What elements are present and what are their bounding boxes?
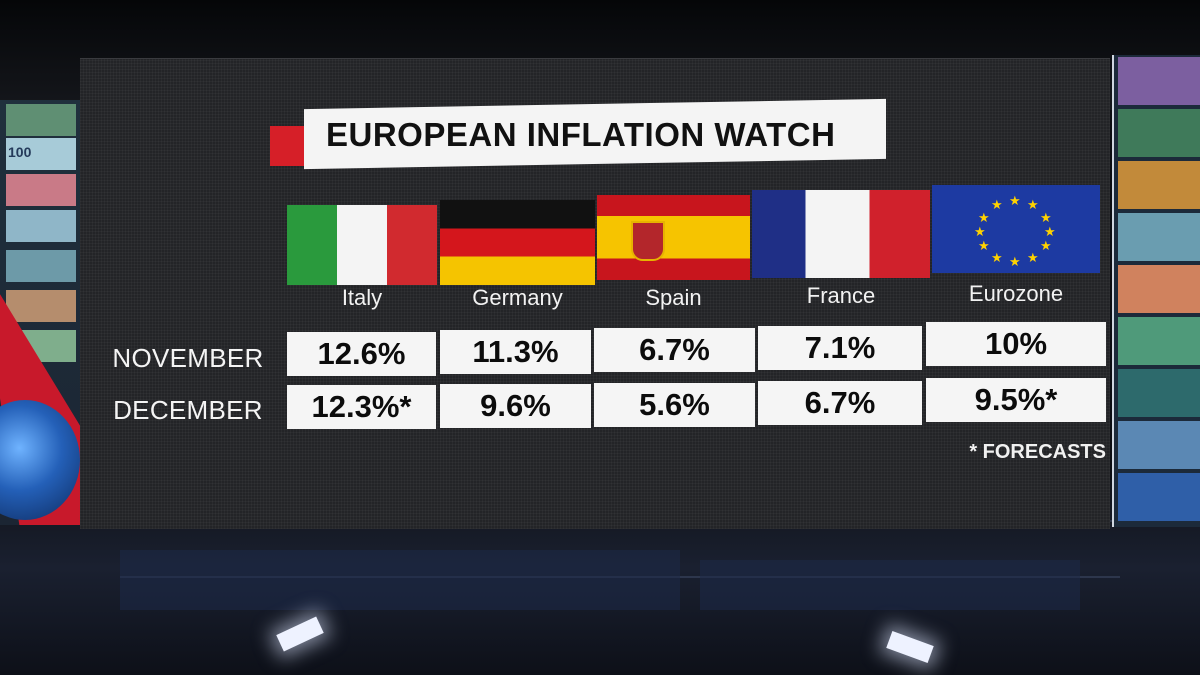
value-cell: 11.3% <box>440 330 591 374</box>
france-flag-icon <box>752 190 930 278</box>
star-icon: ★ <box>1009 254 1021 269</box>
art-panel <box>1118 473 1200 521</box>
banknote-image <box>6 250 76 282</box>
germany-flag-icon <box>440 200 595 285</box>
star-icon: ★ <box>974 224 986 239</box>
spain-flag-icon <box>597 195 750 280</box>
value-cell: 12.6% <box>287 332 436 376</box>
banknote-number: 100 <box>8 144 32 160</box>
country-label-eurozone: Eurozone <box>968 281 1064 306</box>
art-panel <box>1118 265 1200 313</box>
art-panel <box>1118 57 1200 105</box>
value-cell: 12.3%* <box>287 385 436 429</box>
country-label-spain: Spain <box>645 285 702 310</box>
banknote-image <box>6 330 76 362</box>
spain-coat-of-arms-icon <box>631 221 665 261</box>
star-icon: ★ <box>1040 210 1052 225</box>
banknote-image <box>6 290 76 322</box>
row-label-november: NOVEMBER <box>112 343 264 373</box>
studio-light <box>886 631 934 663</box>
star-icon: ★ <box>978 210 990 225</box>
star-icon: ★ <box>1027 197 1039 212</box>
forecasts-footnote: * FORECASTS <box>969 441 1106 463</box>
value-cell: 6.7% <box>594 328 755 372</box>
left-video-wall: 100 <box>0 100 82 525</box>
value-cell: 10% <box>926 322 1106 366</box>
value-cell: 9.6% <box>440 384 591 428</box>
star-icon: ★ <box>991 250 1003 265</box>
banknote-image: 100 <box>6 138 76 170</box>
value-cell: 9.5%* <box>926 378 1106 422</box>
star-icon: ★ <box>978 238 990 253</box>
country-label-germany: Germany <box>472 285 563 310</box>
italy-flag-icon <box>287 205 437 285</box>
banknote-image <box>6 174 76 206</box>
value-cell: 7.1% <box>758 326 922 370</box>
art-panel <box>1118 161 1200 209</box>
star-icon: ★ <box>1027 250 1039 265</box>
right-video-wall <box>1112 55 1200 527</box>
floor-panel <box>700 560 1080 610</box>
art-panel <box>1118 421 1200 469</box>
banknote-image <box>6 104 76 136</box>
floor-panel <box>120 550 680 610</box>
value-cell: 6.7% <box>758 381 922 425</box>
title-accent-bar <box>270 126 306 166</box>
value-cell: 5.6% <box>594 383 755 427</box>
page-title: EUROPEAN INFLATION WATCH <box>326 116 836 153</box>
banknote-image <box>6 210 76 242</box>
art-panel <box>1118 369 1200 417</box>
art-panel <box>1118 317 1200 365</box>
studio-light <box>276 616 324 652</box>
star-icon: ★ <box>1044 224 1056 239</box>
row-label-december: DECEMBER <box>113 395 263 425</box>
eu-flag-icon: ★ ★ ★ ★ ★ ★ ★ ★ ★ ★ ★ ★ <box>932 185 1100 273</box>
country-label-france: France <box>806 283 876 308</box>
star-icon: ★ <box>1009 193 1021 208</box>
title-banner: EUROPEAN INFLATION WATCH <box>270 98 886 170</box>
art-panel <box>1118 109 1200 157</box>
star-icon: ★ <box>991 197 1003 212</box>
country-label-italy: Italy <box>341 285 383 310</box>
art-panel <box>1118 213 1200 261</box>
star-icon: ★ <box>1040 238 1052 253</box>
